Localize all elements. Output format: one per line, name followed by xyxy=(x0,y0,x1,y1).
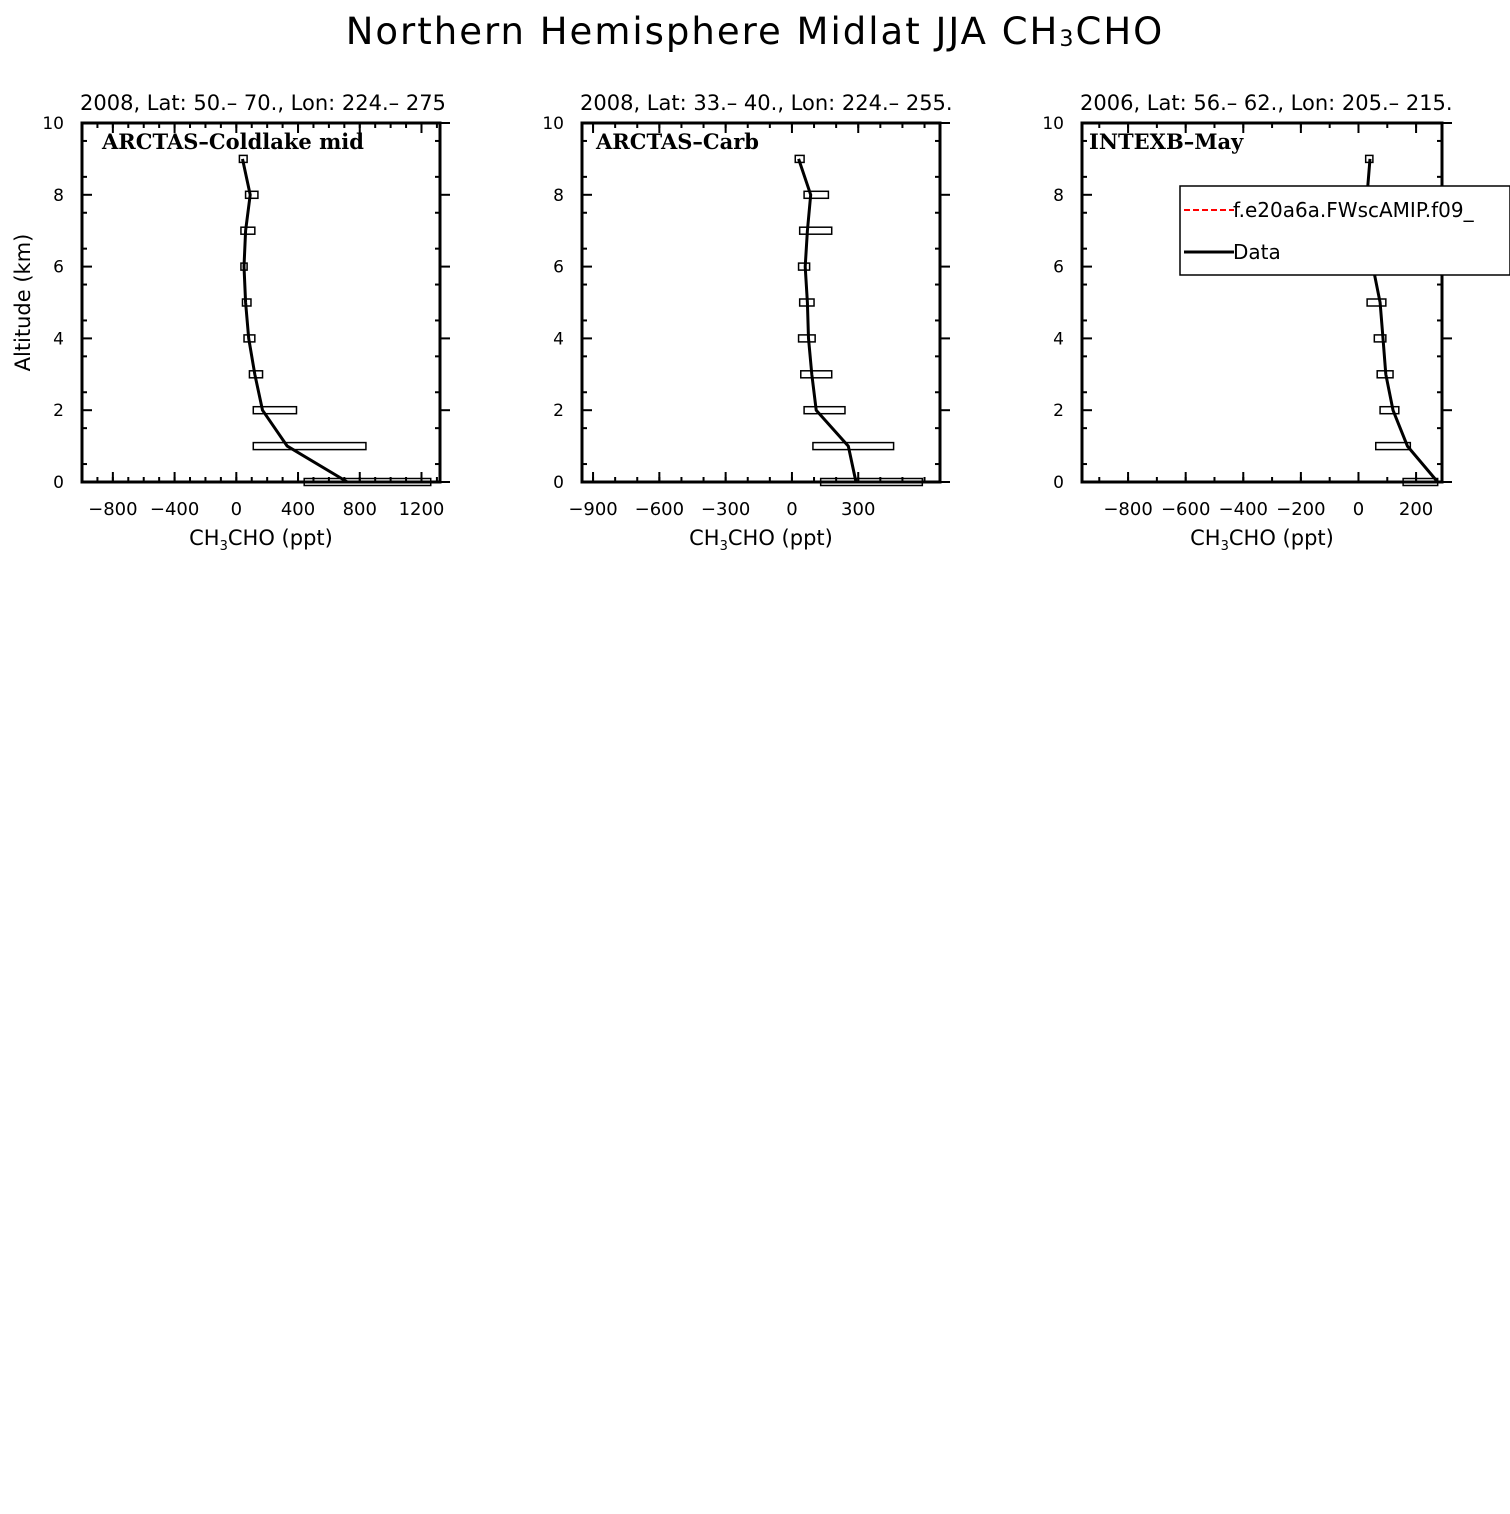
figure-title-main: Northern Hemisphere Midlat JJA CH xyxy=(345,10,1060,53)
range-bar xyxy=(244,190,259,200)
y-tick-label: 10 xyxy=(1042,114,1064,134)
x-axis-label-sub: 3 xyxy=(720,539,728,554)
range-bar xyxy=(819,477,924,487)
legend-label: f.e20a6a.FWscAMIP.f09_ xyxy=(1233,198,1475,222)
figure-title-subscript: 3 xyxy=(1059,26,1076,53)
range-bar xyxy=(1373,334,1387,343)
range-bar xyxy=(803,190,830,200)
region-title: 2008, Lat: 33.– 40., Lon: 224.– 255. xyxy=(580,91,953,115)
x-tick-label: −600 xyxy=(635,499,684,520)
y-tick-label: 2 xyxy=(553,401,564,421)
x-axis-label: CH3CHO (ppt) xyxy=(1190,526,1334,554)
y-axis-label: Altitude (km) xyxy=(11,234,35,372)
range-bar xyxy=(303,477,432,487)
x-axis-label-post: CHO (ppt) xyxy=(228,526,333,550)
y-tick-label: 0 xyxy=(1053,473,1064,493)
x-tick-label: 300 xyxy=(841,499,875,520)
data-line xyxy=(797,158,858,483)
range-bar xyxy=(1366,298,1387,307)
x-tick-label: 0 xyxy=(231,499,242,520)
x-axis-label: CH3CHO (ppt) xyxy=(689,526,833,554)
x-tick-label: 200 xyxy=(1399,499,1433,520)
range-bar xyxy=(803,405,846,415)
x-tick-label: −600 xyxy=(1161,499,1210,520)
range-bar xyxy=(1379,405,1400,415)
x-tick-label: 0 xyxy=(1353,499,1364,520)
x-tick-label: −200 xyxy=(1276,499,1325,520)
x-tick-label: −800 xyxy=(88,499,137,520)
x-axis-label-sub: 3 xyxy=(220,539,228,554)
panel-label: INTEXB–May xyxy=(1089,129,1244,154)
x-axis-label-post: CHO (ppt) xyxy=(728,526,833,550)
region-title: 2008, Lat: 50.– 70., Lon: 224.– 275 xyxy=(80,91,446,115)
x-axis-label-pre: CH xyxy=(1190,526,1220,550)
series-data xyxy=(238,154,432,487)
y-tick-label: 6 xyxy=(1053,258,1064,278)
range-bar xyxy=(797,334,816,343)
x-tick-label: −400 xyxy=(150,499,199,520)
y-tick-label: 2 xyxy=(53,401,64,421)
range-bar xyxy=(812,441,895,451)
y-tick-label: 10 xyxy=(542,114,564,134)
range-bar xyxy=(252,405,298,415)
figure-title-tail: CHO xyxy=(1075,10,1165,53)
y-tick-label: 6 xyxy=(553,258,564,278)
y-tick-label: 6 xyxy=(53,258,64,278)
x-axis-label-pre: CH xyxy=(689,526,719,550)
x-axis-label: CH3CHO (ppt) xyxy=(189,526,333,554)
y-tick-label: 4 xyxy=(1053,329,1064,349)
panel-3: −800 −600 −400 −200 0 200 0 2 4 6 8 10 2006, Lat: 56… xyxy=(1042,91,1510,554)
y-tick-label: 8 xyxy=(553,186,564,206)
plot-frame xyxy=(580,121,942,484)
data-line xyxy=(241,158,349,484)
range-bar xyxy=(800,370,833,379)
range-bar xyxy=(252,441,367,451)
y-tick-label: 4 xyxy=(553,329,564,349)
legend-label: Data xyxy=(1233,240,1281,264)
y-tick-label: 0 xyxy=(553,473,564,493)
y-tick-label: 2 xyxy=(1053,401,1064,421)
y-tick-label: 0 xyxy=(53,473,64,493)
panel-label: ARCTAS–Coldlake mid xyxy=(101,129,364,154)
x-tick-label: −400 xyxy=(1219,499,1268,520)
x-tick-label: −900 xyxy=(568,499,617,520)
range-bar xyxy=(1375,441,1412,451)
figure-title: Northern Hemisphere Midlat JJA CH3CHO xyxy=(0,10,1510,53)
x-axis-label-sub: 3 xyxy=(1221,539,1229,554)
x-tick-label: 400 xyxy=(281,499,315,520)
x-tick-label: 1200 xyxy=(399,499,445,520)
panel-label: ARCTAS–Carb xyxy=(595,129,759,154)
x-tick-label: −800 xyxy=(1103,499,1152,520)
x-tick-label: 0 xyxy=(786,499,797,520)
range-bar xyxy=(240,226,256,235)
y-tick-label: 10 xyxy=(42,114,64,134)
range-bar xyxy=(798,226,833,235)
plot-frame xyxy=(1080,121,1444,484)
x-axis-label-pre: CH xyxy=(189,526,219,550)
x-tick-label: 800 xyxy=(343,499,377,520)
panel-2: −900 −600 −300 0 300 0 2 4 6 8 10 2008, Lat: 33.– 4… xyxy=(542,91,952,554)
legend: f.e20a6a.FWscAMIP.f09_ Data xyxy=(1179,185,1510,276)
panel-1: −800 −400 0 400 800 1200 0 2 4 6 8 10 2008, Lat: 50.… xyxy=(11,91,450,554)
x-tick-label: −300 xyxy=(701,499,750,520)
plot-frame xyxy=(80,121,442,484)
y-tick-label: 8 xyxy=(1053,186,1064,206)
legend-box xyxy=(1179,185,1510,276)
x-axis-label-post: CHO (ppt) xyxy=(1229,526,1334,550)
y-tick-label: 8 xyxy=(53,186,64,206)
series-data xyxy=(794,154,924,487)
region-title: 2006, Lat: 56.– 62., Lon: 205.– 215. xyxy=(1080,91,1453,115)
y-tick-label: 4 xyxy=(53,329,64,349)
